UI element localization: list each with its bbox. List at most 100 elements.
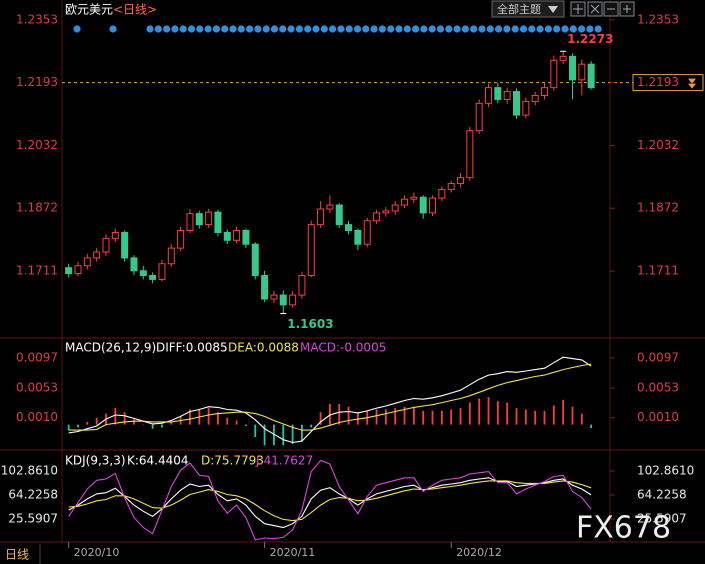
macd-bar xyxy=(496,401,499,425)
indicator-line xyxy=(68,363,592,431)
macd-bar xyxy=(562,399,565,425)
legend-entry: K:64.4404 xyxy=(127,454,189,468)
candle-body xyxy=(457,177,465,185)
signal-dot xyxy=(262,25,270,33)
macd-bar xyxy=(580,413,583,425)
y-tick-label-left: 0.0097 xyxy=(16,350,58,364)
candle-body xyxy=(167,247,175,265)
candle-body xyxy=(401,198,409,206)
macd-bar xyxy=(95,417,98,425)
y-tick-label-left: 0.0010 xyxy=(16,410,58,424)
signal-dot xyxy=(329,25,337,33)
candle-body xyxy=(149,275,157,280)
candle-body xyxy=(298,275,306,296)
x-tick-label: 2020/11 xyxy=(270,546,316,559)
y-tick-label-right: 1.1872 xyxy=(637,201,679,215)
signal-dot xyxy=(436,25,445,33)
signal-dot xyxy=(561,25,569,33)
candle-body xyxy=(223,231,231,241)
signal-dot xyxy=(187,25,196,33)
candle-body xyxy=(578,63,586,81)
macd-bar xyxy=(329,403,331,425)
y-tick-label-right: 1.2193 xyxy=(637,75,679,89)
signal-dot xyxy=(212,25,220,33)
candle-body xyxy=(233,230,241,241)
macd-bar xyxy=(468,402,471,425)
signal-dot xyxy=(221,25,229,33)
candle-body xyxy=(382,210,390,214)
icon-glyph xyxy=(623,5,631,13)
y-tick-label-right: 1.1711 xyxy=(637,264,679,278)
macd-bar xyxy=(450,409,453,425)
signal-dot xyxy=(544,25,553,33)
toolbar-icons xyxy=(570,1,635,17)
y-tick-label-right: 1.2032 xyxy=(637,138,679,152)
y-tick-label-right: 0.0053 xyxy=(637,381,679,395)
macd-bar xyxy=(301,424,303,442)
macd-bar xyxy=(189,409,191,425)
candle-body xyxy=(195,213,203,226)
candle-body xyxy=(373,212,381,222)
candle-body xyxy=(251,243,259,277)
y-tick-label-left: 1.2193 xyxy=(16,75,58,89)
macd-bar xyxy=(235,420,238,425)
signal-dot xyxy=(495,25,503,33)
macd-bar xyxy=(356,412,359,425)
signal-dot xyxy=(370,25,378,33)
y-tick-label-left: 1.2353 xyxy=(16,12,58,26)
candle-body xyxy=(429,197,437,214)
signal-dot xyxy=(73,25,81,33)
signal-dot xyxy=(229,25,237,33)
candle-body xyxy=(74,265,82,275)
candle-body xyxy=(139,270,147,277)
candle-body xyxy=(475,102,483,132)
signal-dot xyxy=(295,25,303,33)
legend-entry: D:75.7793 xyxy=(201,454,264,468)
macd-bar xyxy=(338,403,341,425)
signal-dot xyxy=(163,25,171,33)
macd-bar xyxy=(487,397,490,425)
macd-bar xyxy=(67,424,70,431)
macd-bar xyxy=(291,424,294,444)
y-tick-label-left: 1.2032 xyxy=(16,138,58,152)
legend-entry: J:41.7627 xyxy=(255,454,313,468)
macd-bar xyxy=(459,408,462,425)
signal-dot xyxy=(171,25,179,33)
macd-bar xyxy=(412,406,415,425)
macd-bar xyxy=(552,405,555,425)
signal-dot xyxy=(486,25,494,33)
macd-bar xyxy=(86,421,89,425)
signal-dot xyxy=(196,25,204,33)
theme-button[interactable]: 全部主题 xyxy=(491,0,565,18)
x-tick-label: 2020/10 xyxy=(74,546,120,559)
macd-bar xyxy=(123,412,126,425)
candle-body xyxy=(177,230,185,249)
candle-body xyxy=(326,204,334,210)
macd-bar xyxy=(515,408,518,425)
candle-body xyxy=(83,257,91,267)
candle-body xyxy=(335,204,343,226)
macd-bar xyxy=(440,410,443,425)
legend-entry: MACD:-0.0005 xyxy=(300,341,386,355)
macd-bar xyxy=(151,424,154,429)
indicator-line xyxy=(68,480,592,522)
macd-bar xyxy=(543,410,546,425)
macd-bar xyxy=(403,406,406,425)
signal-dot xyxy=(154,25,162,33)
signal-dot xyxy=(146,25,154,33)
macd-bar xyxy=(245,424,247,426)
footer-period[interactable]: 日线 xyxy=(5,548,29,562)
signal-dot xyxy=(337,25,345,33)
candle-body xyxy=(494,87,502,100)
signal-dot xyxy=(536,25,544,33)
macd-bar xyxy=(161,424,163,428)
candle-body xyxy=(540,87,548,96)
candle-body xyxy=(485,87,493,104)
candle-body xyxy=(130,257,138,272)
signal-dot xyxy=(453,25,461,33)
signal-dot xyxy=(470,25,478,33)
candle-body xyxy=(419,196,427,214)
indicator-line xyxy=(68,477,592,529)
